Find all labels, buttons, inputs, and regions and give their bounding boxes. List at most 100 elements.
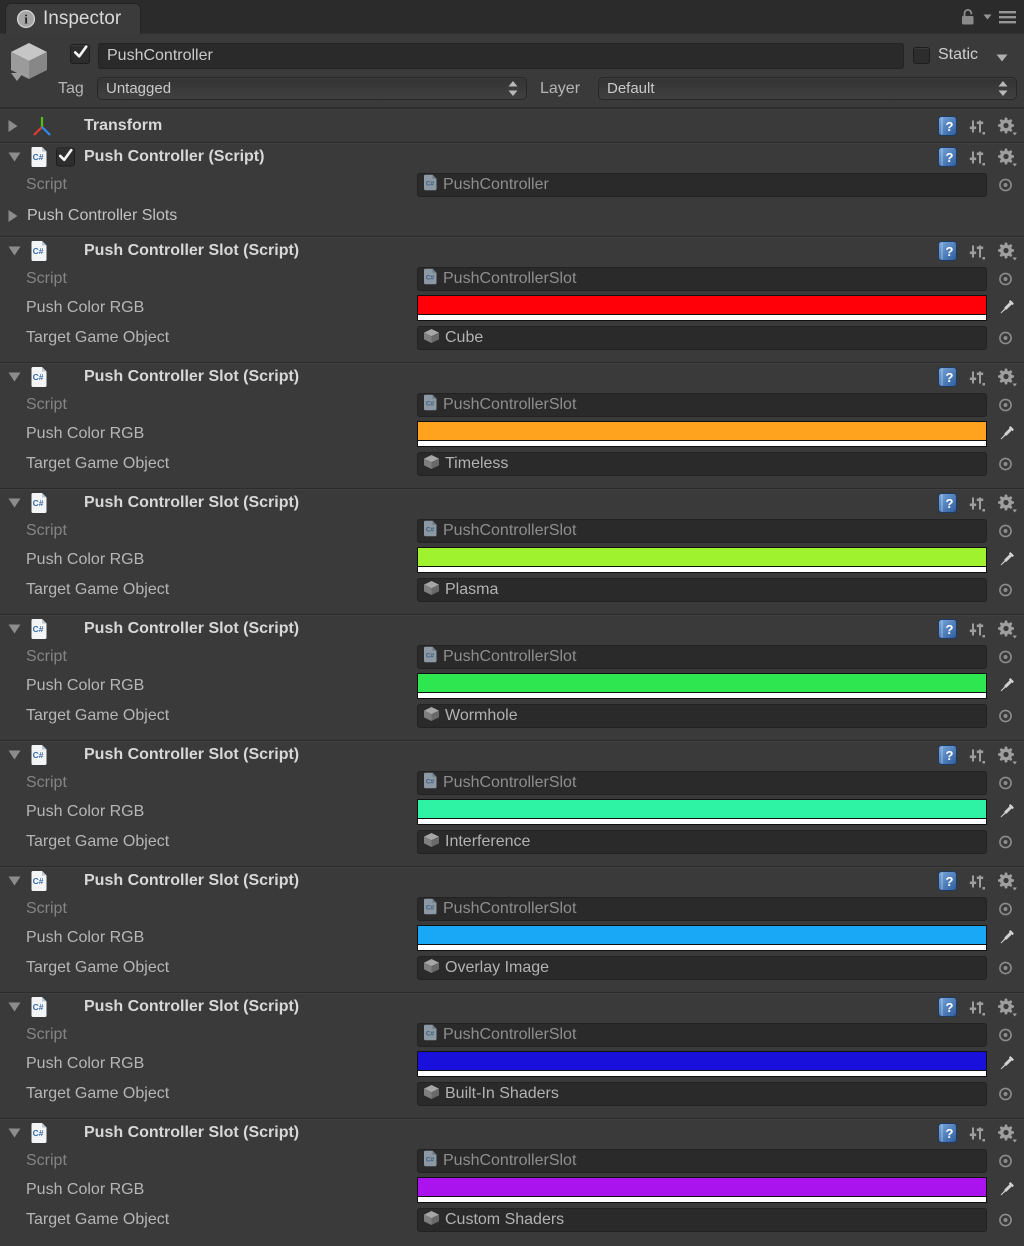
help-book-icon[interactable]: ? (937, 367, 958, 388)
tab-inspector[interactable]: i Inspector (5, 3, 141, 34)
pane-dropdown-icon[interactable] (983, 14, 992, 20)
color-swatch[interactable] (417, 925, 987, 951)
eyedropper-icon[interactable] (996, 550, 1016, 570)
foldout-open-icon[interactable] (8, 152, 21, 162)
help-book-icon[interactable]: ? (937, 997, 958, 1018)
object-picker-icon[interactable] (998, 835, 1013, 850)
foldout-open-icon[interactable] (8, 372, 21, 382)
script-object-field[interactable]: C# PushControllerSlot (417, 897, 987, 921)
component-header[interactable]: C# Push Controller Slot (Script) ? (0, 489, 1024, 517)
foldout-open-icon[interactable] (8, 876, 21, 886)
help-book-icon[interactable]: ? (937, 619, 958, 640)
component-header[interactable]: C# Push Controller Slot (Script) ? (0, 363, 1024, 391)
object-picker-icon[interactable] (998, 1087, 1013, 1102)
color-swatch[interactable] (417, 421, 987, 447)
object-picker-icon[interactable] (998, 457, 1013, 472)
hamburger-menu-icon[interactable] (999, 10, 1016, 24)
object-picker-icon[interactable] (998, 709, 1013, 724)
static-dropdown-icon[interactable] (996, 54, 1008, 62)
target-object-field[interactable]: Wormhole (417, 704, 987, 728)
object-picker-icon[interactable] (998, 776, 1013, 791)
script-object-field[interactable]: C# PushControllerSlot (417, 393, 987, 417)
gear-menu-icon[interactable] (996, 997, 1018, 1018)
script-object-field[interactable]: C# PushControllerSlot (417, 1149, 987, 1173)
component-header[interactable]: C# Push Controller Slot (Script) ? (0, 237, 1024, 265)
object-picker-icon[interactable] (998, 178, 1013, 193)
script-object-field[interactable]: C# PushControllerSlot (417, 645, 987, 669)
color-swatch[interactable] (417, 799, 987, 825)
gear-menu-icon[interactable] (996, 367, 1018, 388)
lock-icon[interactable] (960, 8, 976, 26)
target-object-field[interactable]: Built-In Shaders (417, 1082, 987, 1106)
color-swatch[interactable] (417, 295, 987, 321)
slots-foldout-row[interactable]: Push Controller Slots (0, 201, 1024, 231)
target-object-field[interactable]: Overlay Image (417, 956, 987, 980)
foldout-open-icon[interactable] (8, 624, 21, 634)
presets-icon[interactable] (967, 147, 987, 167)
color-swatch[interactable] (417, 673, 987, 699)
tag-dropdown[interactable]: Untagged (97, 77, 527, 100)
object-picker-icon[interactable] (998, 902, 1013, 917)
presets-icon[interactable] (967, 367, 987, 387)
eyedropper-icon[interactable] (996, 1054, 1016, 1074)
script-object-field[interactable]: C# PushControllerSlot (417, 1023, 987, 1047)
object-picker-icon[interactable] (998, 1154, 1013, 1169)
component-header[interactable]: C# Push Controller (Script) ? (0, 143, 1024, 171)
presets-icon[interactable] (967, 493, 987, 513)
gear-menu-icon[interactable] (996, 745, 1018, 766)
foldout-open-icon[interactable] (8, 1128, 21, 1138)
eyedropper-icon[interactable] (996, 298, 1016, 318)
layer-dropdown[interactable]: Default (598, 77, 1017, 100)
object-picker-icon[interactable] (998, 583, 1013, 598)
component-enabled-checkbox[interactable] (56, 147, 75, 167)
gameobject-icon[interactable] (7, 40, 51, 86)
object-picker-icon[interactable] (998, 272, 1013, 287)
gear-menu-icon[interactable] (996, 493, 1018, 514)
presets-icon[interactable] (967, 997, 987, 1017)
help-book-icon[interactable]: ? (937, 116, 958, 137)
help-book-icon[interactable]: ? (937, 241, 958, 262)
gear-menu-icon[interactable] (996, 871, 1018, 892)
gear-menu-icon[interactable] (996, 241, 1018, 262)
foldout-open-icon[interactable] (8, 246, 21, 256)
gear-menu-icon[interactable] (996, 1123, 1018, 1144)
component-header[interactable]: C# Push Controller Slot (Script) ? (0, 993, 1024, 1021)
presets-icon[interactable] (967, 619, 987, 639)
gear-menu-icon[interactable] (996, 116, 1018, 137)
gameobject-enabled-checkbox[interactable] (70, 44, 90, 64)
help-book-icon[interactable]: ? (937, 1123, 958, 1144)
gear-menu-icon[interactable] (996, 619, 1018, 640)
eyedropper-icon[interactable] (996, 928, 1016, 948)
presets-icon[interactable] (967, 241, 987, 261)
foldout-open-icon[interactable] (8, 498, 21, 508)
foldout-closed-icon[interactable] (8, 210, 18, 223)
script-object-field[interactable]: C# PushControllerSlot (417, 771, 987, 795)
foldout-open-icon[interactable] (8, 750, 21, 760)
foldout-open-icon[interactable] (8, 1002, 21, 1012)
eyedropper-icon[interactable] (996, 1180, 1016, 1200)
help-book-icon[interactable]: ? (937, 147, 958, 168)
eyedropper-icon[interactable] (996, 802, 1016, 822)
component-header[interactable]: C# Push Controller Slot (Script) ? (0, 615, 1024, 643)
static-checkbox[interactable] (913, 47, 930, 64)
object-picker-icon[interactable] (998, 961, 1013, 976)
target-object-field[interactable]: Interference (417, 830, 987, 854)
target-object-field[interactable]: Plasma (417, 578, 987, 602)
object-picker-icon[interactable] (998, 331, 1013, 346)
presets-icon[interactable] (967, 116, 987, 136)
gear-menu-icon[interactable] (996, 147, 1018, 168)
script-object-field[interactable]: C# PushControllerSlot (417, 267, 987, 291)
transform-header[interactable]: Transform ? (0, 109, 1024, 143)
object-picker-icon[interactable] (998, 1213, 1013, 1228)
object-picker-icon[interactable] (998, 524, 1013, 539)
color-swatch[interactable] (417, 1051, 987, 1077)
object-picker-icon[interactable] (998, 398, 1013, 413)
help-book-icon[interactable]: ? (937, 493, 958, 514)
component-header[interactable]: C# Push Controller Slot (Script) ? (0, 741, 1024, 769)
help-book-icon[interactable]: ? (937, 745, 958, 766)
color-swatch[interactable] (417, 547, 987, 573)
object-picker-icon[interactable] (998, 1028, 1013, 1043)
eyedropper-icon[interactable] (996, 424, 1016, 444)
component-header[interactable]: C# Push Controller Slot (Script) ? (0, 867, 1024, 895)
target-object-field[interactable]: Timeless (417, 452, 987, 476)
